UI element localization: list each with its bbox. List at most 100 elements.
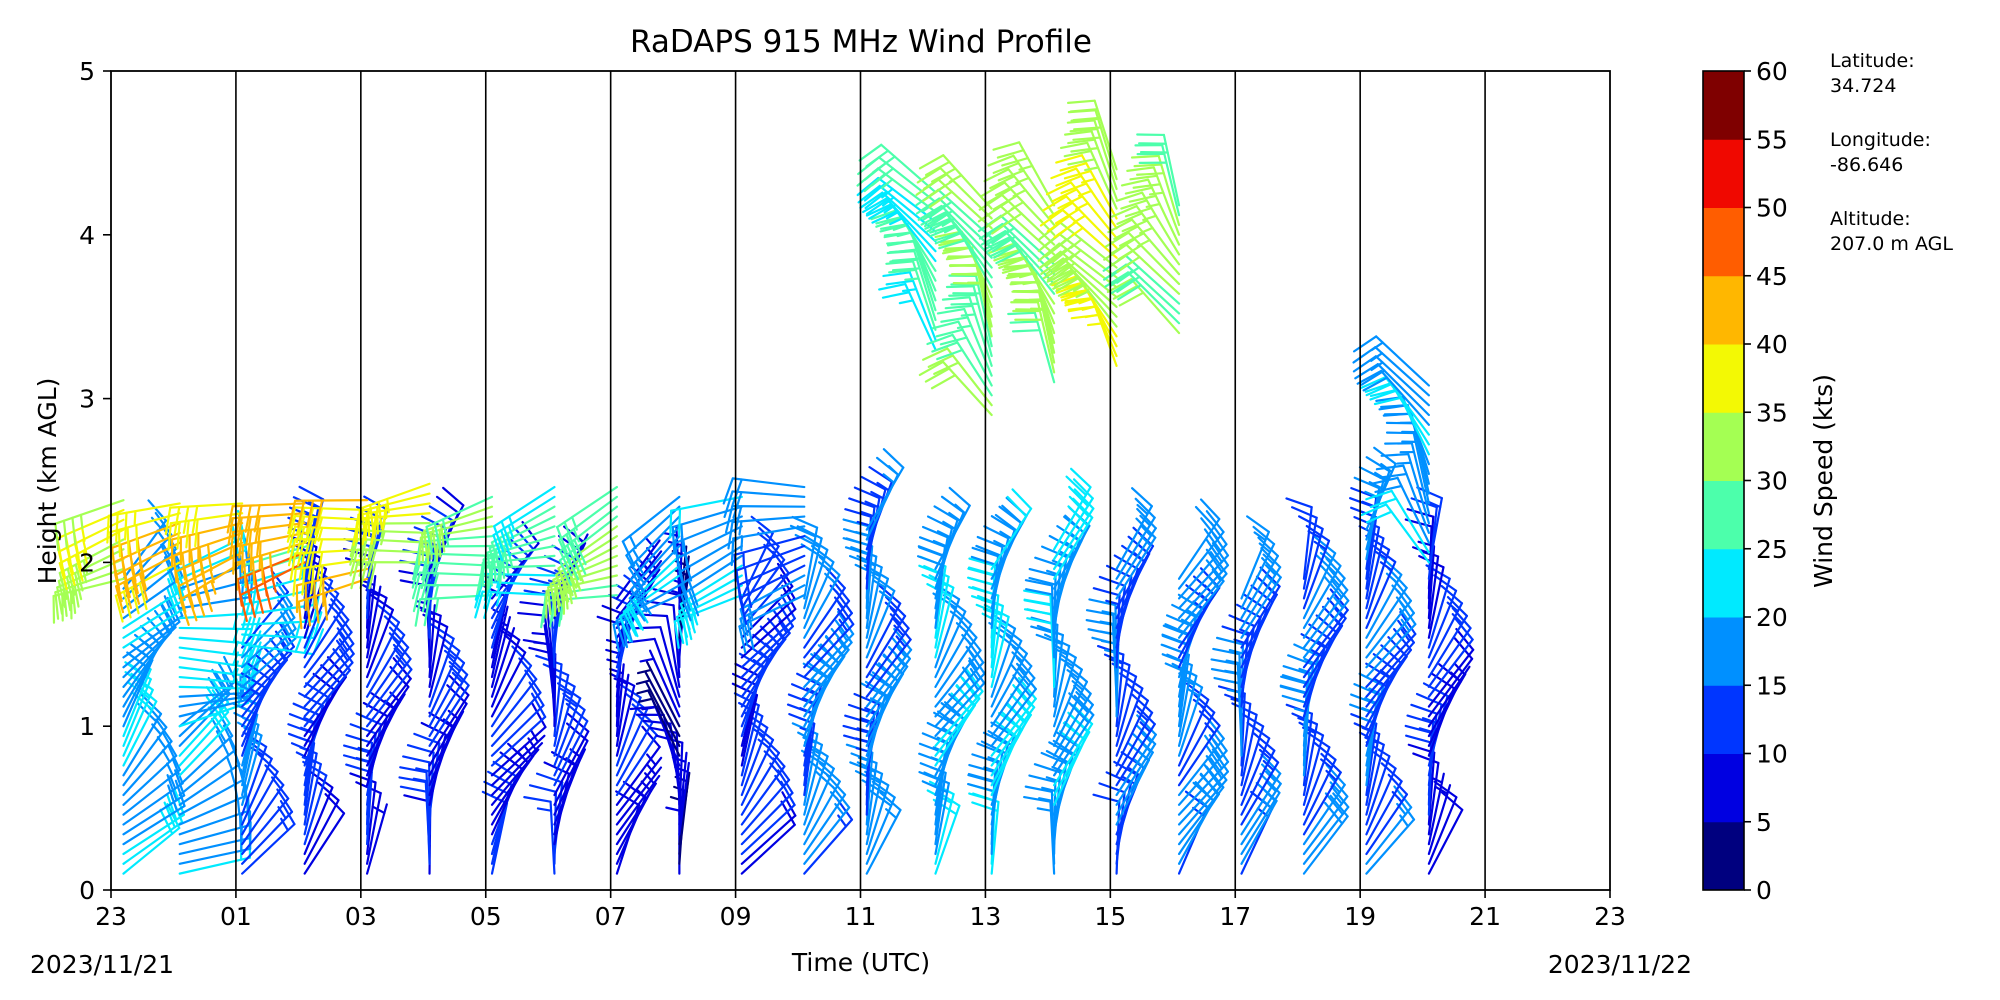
barb-full-tick — [930, 374, 957, 390]
barb-half-tick — [1399, 607, 1410, 621]
barb-full-tick — [173, 788, 185, 816]
barb-staff — [740, 765, 786, 826]
barb-half-tick — [1145, 202, 1161, 208]
barb-half-tick — [1081, 305, 1097, 311]
barb-half-tick — [746, 592, 753, 608]
barb-half-tick — [1228, 649, 1244, 655]
barb-staff — [556, 485, 619, 529]
altitude-value: 207.0 m AGL — [1830, 233, 1953, 255]
barb-full-tick — [879, 791, 902, 812]
barb-full-tick — [562, 692, 586, 712]
barb-full-tick — [500, 520, 512, 548]
barb-full-tick — [1059, 162, 1088, 172]
barb-full-tick — [1040, 257, 1065, 275]
wind-barb — [1302, 535, 1337, 620]
barb-full-tick — [1324, 792, 1344, 816]
barb-full-tick — [1440, 791, 1464, 811]
barb-half-tick — [1451, 613, 1464, 625]
barb-full-tick — [558, 559, 573, 586]
barb-staff — [934, 697, 981, 757]
barb-full-tick — [297, 499, 306, 528]
barb-full-tick — [117, 528, 122, 558]
barb-full-tick — [486, 551, 493, 581]
wind-barb — [428, 665, 470, 747]
barb-full-tick — [1433, 780, 1458, 799]
wind-barb — [920, 211, 993, 269]
barb-half-tick — [1078, 297, 1094, 305]
wind-barb — [865, 448, 905, 531]
barb-half-tick — [895, 635, 907, 648]
barb-full-tick — [998, 257, 1026, 270]
wind-barb — [984, 236, 1056, 295]
barb-staff — [934, 586, 955, 659]
barb-full-tick — [1098, 575, 1127, 587]
barb-full-tick — [933, 505, 959, 522]
barb-full-tick — [1194, 505, 1216, 528]
barb-staff — [1302, 771, 1342, 836]
barb-staff — [1018, 141, 1056, 207]
barb-full-tick — [1028, 774, 1057, 784]
barb-full-tick — [437, 633, 461, 652]
barb-half-tick — [495, 581, 502, 597]
barb-full-tick — [859, 191, 884, 209]
barb-staff — [122, 768, 182, 816]
barb-full-tick — [1054, 208, 1080, 225]
barb-full-tick — [1406, 714, 1435, 725]
barb-full-tick — [573, 538, 587, 566]
barb-staff — [934, 704, 976, 767]
barb-full-tick — [244, 504, 252, 533]
barb-full-tick — [1360, 503, 1388, 517]
barb-full-tick — [1066, 99, 1096, 104]
wind-barb — [639, 613, 681, 688]
barb-staff — [731, 477, 806, 489]
barb-full-tick — [173, 506, 181, 535]
barb-staff — [122, 614, 184, 659]
barb-half-tick — [1186, 687, 1201, 698]
barb-staff — [1093, 119, 1118, 191]
barb-full-tick — [990, 721, 1016, 738]
barb-full-tick — [1088, 598, 1117, 607]
barb-staff — [1115, 723, 1156, 787]
barb-half-tick — [636, 581, 646, 595]
barb-full-tick — [442, 644, 466, 665]
barb-full-tick — [398, 569, 427, 577]
barb-half-tick — [208, 556, 213, 572]
barb-half-tick — [1072, 214, 1087, 224]
wind-barb — [54, 499, 125, 552]
barb-full-tick — [623, 615, 634, 643]
barb-full-tick — [968, 557, 997, 567]
colorbar-segment — [1703, 548, 1744, 618]
wind-barb — [948, 274, 993, 348]
wind-barb — [1427, 627, 1475, 708]
barb-staff — [803, 793, 847, 856]
barb-full-tick — [423, 529, 429, 559]
barb-staff — [1427, 784, 1452, 856]
barb-staff — [1365, 586, 1408, 649]
barb-staff — [178, 626, 253, 631]
wind-barb — [1302, 568, 1349, 649]
barb-staff — [731, 515, 806, 524]
barb-half-tick — [1018, 272, 1035, 279]
barb-staff — [942, 154, 993, 210]
barb-staff — [553, 697, 582, 767]
barb-staff — [1115, 675, 1138, 747]
barb-half-tick — [956, 324, 973, 330]
barb-full-tick — [1116, 275, 1141, 293]
barb-staff — [1115, 505, 1153, 571]
barb-full-tick — [106, 514, 110, 544]
wind-barb — [303, 648, 351, 728]
barb-staff — [1053, 722, 1094, 787]
barb-half-tick — [1253, 531, 1267, 542]
barb-full-tick — [1136, 507, 1157, 530]
barb-half-tick — [1122, 776, 1136, 785]
barb-staff — [553, 708, 586, 777]
barb-half-tick — [1075, 691, 1088, 703]
barb-full-tick — [920, 211, 947, 226]
barb-half-tick — [885, 210, 900, 220]
wind-barb — [1120, 178, 1181, 246]
barb-staff — [941, 360, 993, 417]
colorbar-tick-label: 30 — [1756, 467, 1788, 496]
barb-full-tick — [1036, 624, 1064, 637]
barb-half-tick — [495, 591, 502, 607]
barb-staff — [57, 518, 125, 553]
